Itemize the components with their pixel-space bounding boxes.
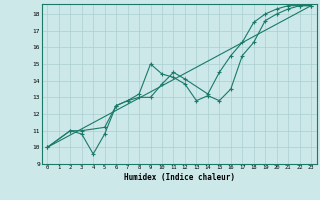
X-axis label: Humidex (Indice chaleur): Humidex (Indice chaleur) [124, 173, 235, 182]
